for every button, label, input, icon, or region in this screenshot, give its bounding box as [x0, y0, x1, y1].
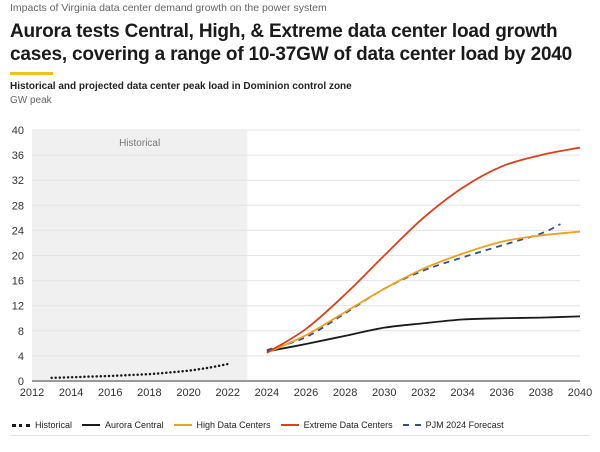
legend-swatch	[280, 424, 299, 426]
legend-label: High Data Centers	[196, 420, 271, 430]
x-tick-label: 2028	[333, 387, 357, 399]
legend-item: PJM 2024 Forecast	[402, 420, 504, 430]
legend-label: Historical	[35, 420, 73, 430]
legend-item: High Data Centers	[173, 420, 271, 430]
x-tick-label: 2032	[411, 387, 435, 399]
x-tick-label: 2038	[529, 387, 553, 399]
x-tick-label: 2024	[255, 387, 279, 399]
x-tick-label: 2016	[98, 387, 122, 399]
legend-label: PJM 2024 Forecast	[425, 420, 504, 430]
chart-title: Aurora tests Central, High, & Extreme da…	[10, 21, 573, 65]
y-tick-label: 32	[12, 175, 24, 187]
y-tick-label: 16	[12, 276, 24, 288]
y-axis-unit: GW peak	[10, 95, 52, 106]
x-tick-label: 2026	[294, 387, 318, 399]
legend-swatch	[82, 424, 101, 426]
x-tick-label: 2012	[20, 387, 44, 399]
chart-legend: Historical Aurora Central High Data Center…	[12, 420, 514, 430]
series-line-aurora-central	[266, 315, 581, 353]
historical-region-label: Historical	[119, 138, 160, 149]
y-tick-label: 28	[12, 200, 24, 212]
legend-item: Extreme Data Centers	[280, 420, 393, 430]
x-tick-label: 2020	[176, 387, 200, 399]
y-tick-label: 20	[12, 251, 24, 263]
legend-swatch	[173, 424, 192, 426]
y-tick-label: 4	[18, 351, 24, 363]
series-line-high-data-centers	[266, 230, 581, 354]
chart-kicker: Impacts of Virginia data center demand g…	[10, 2, 327, 14]
series-line-historical	[50, 362, 229, 380]
y-tick-label: 24	[12, 225, 24, 237]
title-accent-bar	[10, 72, 53, 75]
y-tick-label: 8	[18, 326, 24, 338]
legend-divider	[10, 435, 590, 436]
chart-subtitle: Historical and projected data center pea…	[10, 81, 352, 92]
legend-item: Aurora Central	[82, 420, 164, 430]
x-tick-label: 2022	[215, 387, 239, 399]
series-line-pjm-2024-forecast	[266, 223, 561, 352]
x-tick-label: 2018	[137, 387, 161, 399]
x-tick-label: 2034	[450, 387, 474, 399]
y-tick-label: 12	[12, 301, 24, 313]
x-tick-label: 2036	[489, 387, 513, 399]
y-tick-label: 36	[12, 150, 24, 162]
x-tick-label: 2014	[59, 387, 83, 399]
x-tick-label: 2040	[568, 387, 592, 399]
legend-label: Aurora Central	[105, 420, 164, 430]
x-tick-label: 2030	[372, 387, 396, 399]
y-tick-label: 0	[18, 376, 24, 388]
legend-label: Extreme Data Centers	[303, 420, 393, 430]
series-line-extreme-data-centers	[266, 146, 581, 354]
legend-swatch	[12, 423, 30, 427]
y-tick-label: 40	[12, 125, 24, 137]
legend-item: Historical	[12, 420, 72, 430]
legend-swatch	[402, 424, 421, 426]
